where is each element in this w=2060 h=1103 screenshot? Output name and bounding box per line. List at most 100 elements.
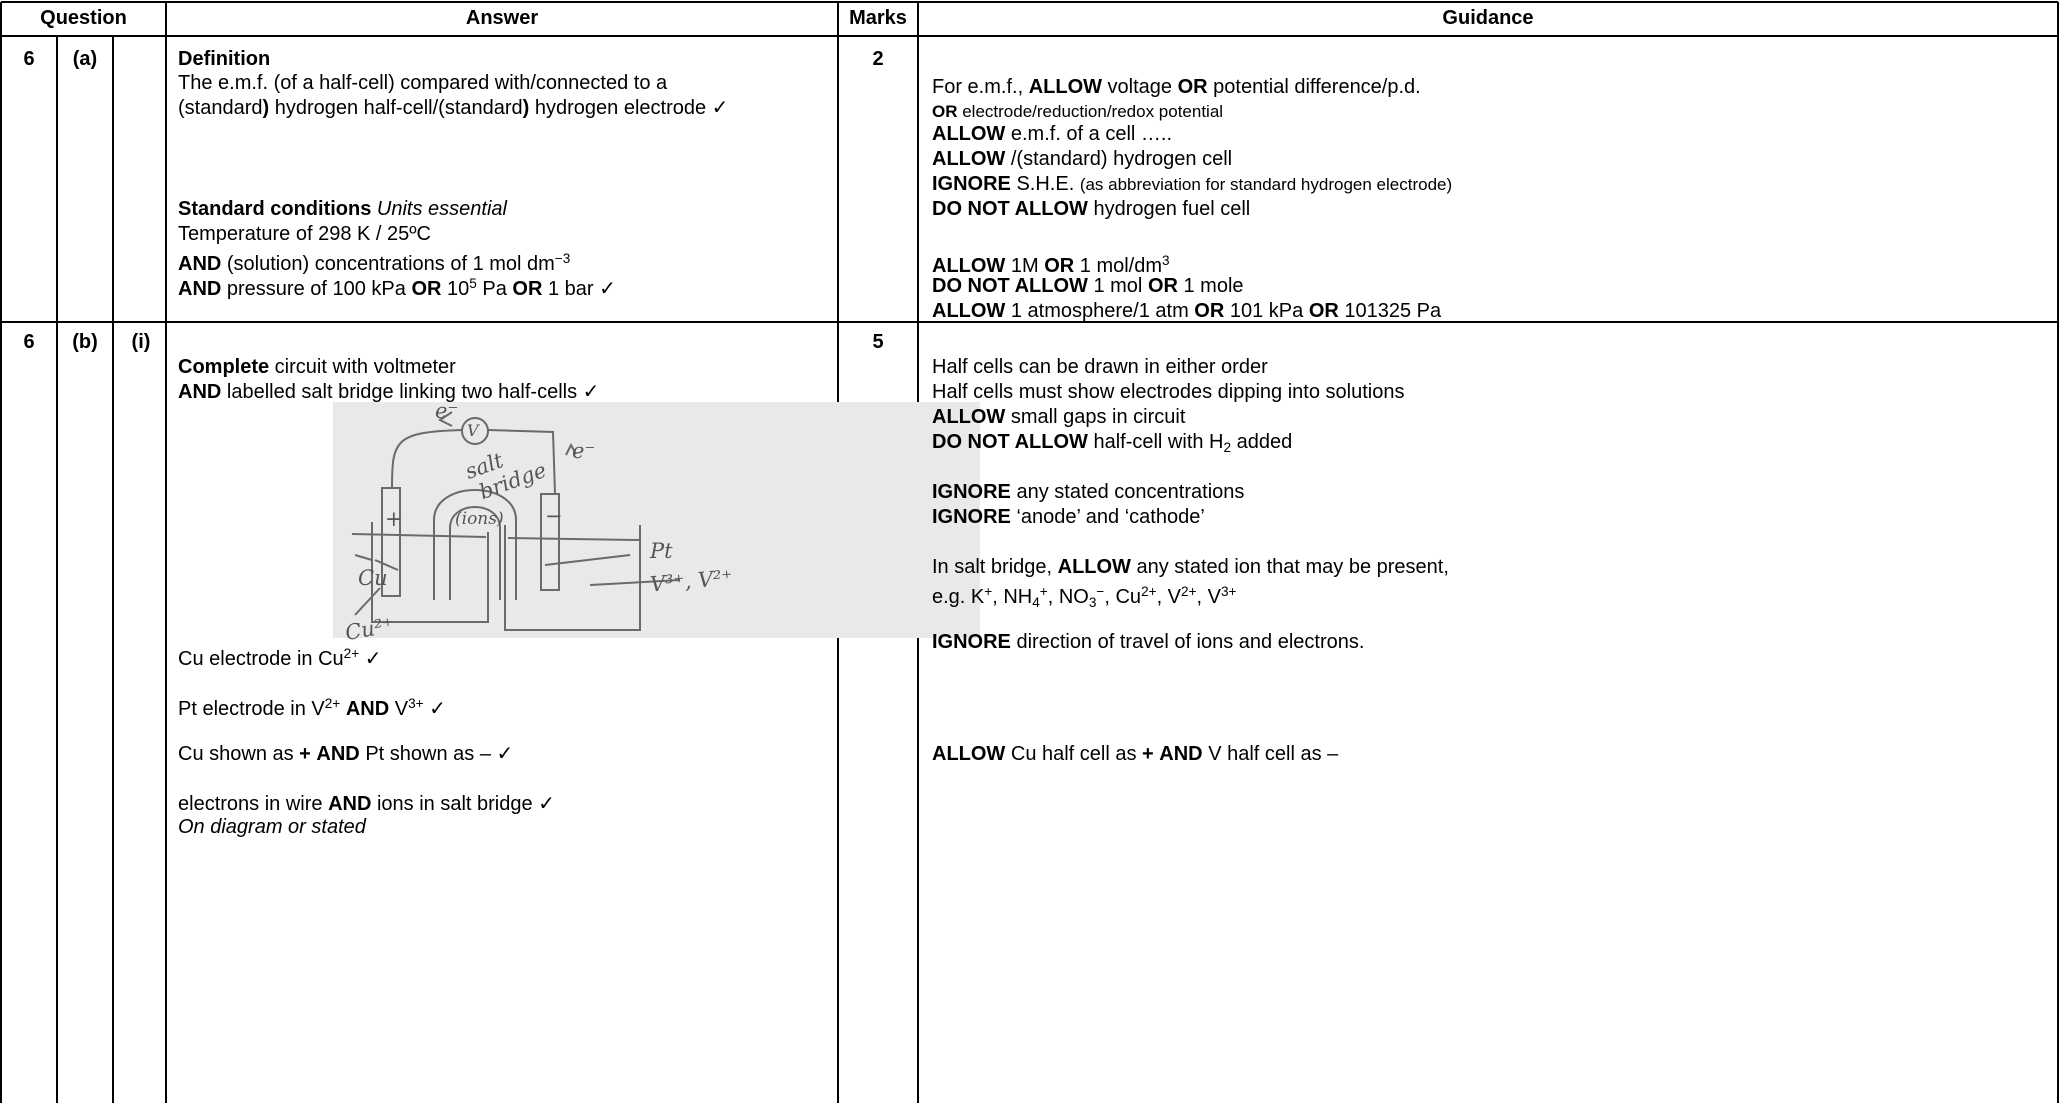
text-run: Half cells must show electrodes dipping … [932, 381, 1405, 403]
text-run: Definition [178, 48, 271, 70]
text-line: OR electrode/reduction/redox potential [932, 99, 1223, 124]
diagram-label: − [545, 504, 563, 528]
text-run: 2+ [343, 646, 360, 661]
header-cell: Marks [849, 7, 907, 29]
text-run: any stated ion that may be present, [1130, 556, 1449, 578]
header-cell: Guidance [1442, 7, 1534, 29]
text-line: Cu electrode in Cu2+ ✓ [178, 642, 381, 671]
text-line: AND pressure of 100 kPa OR 105 Pa OR 1 b… [178, 272, 616, 301]
text-run: , NH [992, 585, 1033, 608]
text-run: , Cu [1104, 585, 1142, 608]
text-run: electrons in wire [178, 793, 329, 815]
text-run: Complete [178, 356, 270, 378]
text-run: IGNORE [932, 173, 1011, 195]
text-run: hydrogen electrode ✓ [529, 97, 729, 119]
text-run: Cu shown as [178, 743, 300, 765]
text-run: ALLOW [932, 300, 1006, 322]
diagram-label: e⁻ [572, 439, 596, 463]
text-run: (solution) concentrations of 1 mol dm [221, 252, 555, 275]
diagram-label: (ions) [455, 509, 504, 529]
text-run: Temperature of 298 K / 25ºC [178, 223, 431, 245]
text-line: IGNORE ‘anode’ and ‘cathode’ [932, 505, 1205, 529]
header-cell: Answer [465, 7, 539, 29]
text-run: OR [411, 277, 442, 300]
question-label: 6 [23, 331, 35, 353]
text-line: ALLOW 1M OR 1 mol/dm3 [932, 249, 1170, 278]
text-line: ALLOW small gaps in circuit [932, 405, 1185, 429]
text-run: ) [262, 97, 270, 119]
text-run: − [1096, 584, 1105, 599]
text-line: AND (solution) concentrations of 1 mol d… [178, 247, 570, 276]
text-run: + [1039, 584, 1048, 599]
text-run: OR [1308, 300, 1339, 322]
text-run: 1 atmosphere/1 atm [1005, 300, 1195, 322]
text-run: OR [1044, 254, 1075, 277]
text-run: Cu half cell as [1005, 743, 1143, 765]
text-run: Units essential [376, 198, 507, 220]
text-run: any stated concentrations [1010, 481, 1245, 503]
diagram-label: + [385, 507, 403, 531]
text-line: Complete circuit with voltmeter [178, 355, 456, 379]
text-run: For e.m.f., [932, 76, 1029, 98]
text-run: + [1142, 743, 1154, 765]
text-run: ALLOW [932, 123, 1006, 145]
text-run: IGNORE [932, 481, 1011, 503]
text-line: ALLOW Cu half cell as + AND V half cell … [932, 742, 1338, 766]
text-run: , V [1156, 585, 1182, 608]
text-run: 4 [1032, 594, 1040, 610]
text-run: IGNORE [932, 631, 1011, 653]
text-run: /(standard) hydrogen cell [1005, 148, 1233, 170]
text-run: V [389, 697, 409, 720]
text-run: 2+ [1181, 584, 1197, 599]
text-run: On diagram or stated [178, 816, 366, 838]
text-run: ✓ [359, 647, 382, 670]
text-line: On diagram or stated [178, 815, 366, 839]
text-run: labelled salt bridge linking two half-ce… [221, 381, 600, 403]
text-run: (as abbreviation for standard hydrogen e… [1079, 175, 1453, 194]
text-line: For e.m.f., ALLOW voltage OR potential d… [932, 75, 1421, 99]
text-line: IGNORE S.H.E. (as abbreviation for stand… [932, 172, 1452, 197]
text-line: Half cells must show electrodes dipping … [932, 380, 1404, 404]
text-line: DO NOT ALLOW hydrogen fuel cell [932, 197, 1250, 221]
text-run: 1 mol [1087, 275, 1148, 297]
text-line: ALLOW /(standard) hydrogen cell [932, 147, 1232, 171]
text-run: 2+ [1141, 584, 1157, 599]
text-run: S.H.E. [1010, 173, 1080, 195]
text-run: hydrogen fuel cell [1087, 198, 1251, 220]
text-line: Pt electrode in V2+ AND V3+ ✓ [178, 692, 446, 721]
text-line: Definition [178, 47, 270, 71]
text-run: circuit with voltmeter [269, 356, 456, 378]
text-run: 101325 Pa [1338, 300, 1442, 322]
text-run: small gaps in circuit [1005, 406, 1186, 428]
text-run: 1M [1005, 254, 1045, 277]
text-run: DO NOT ALLOW [932, 275, 1088, 297]
text-line: e.g. K+, NH4+, NO3−, Cu2+, V2+, V3+ [932, 580, 1236, 615]
text-run: OR [1194, 300, 1225, 322]
text-run: + [984, 584, 993, 599]
marks: 5 [872, 331, 884, 353]
text-run: 3 [1162, 253, 1170, 268]
text-run: electrode/reduction/redox potential [957, 102, 1224, 121]
text-line: IGNORE direction of travel of ions and e… [932, 630, 1364, 654]
text-run: ✓ [423, 697, 446, 720]
text-run: AND [1159, 743, 1203, 765]
text-run: , NO [1047, 585, 1089, 608]
text-run: 1 mol/dm [1074, 254, 1163, 277]
text-run: , V [1196, 585, 1221, 608]
text-run: AND [178, 381, 222, 403]
question-label: 6 [23, 48, 35, 70]
text-run: Half cells can be drawn in either order [932, 356, 1268, 378]
text-run: e.g. K [932, 585, 985, 608]
text-run: AND [316, 743, 360, 765]
text-run: 2 [1223, 440, 1232, 456]
text-run: Pt electrode in V [178, 697, 325, 720]
text-run: direction of travel of ions and electron… [1010, 631, 1365, 653]
text-run: OR [1177, 76, 1208, 98]
text-run: ions in salt bridge ✓ [371, 793, 555, 815]
text-run: 3 [1088, 594, 1097, 610]
text-run: ALLOW [932, 406, 1006, 428]
text-run: Cu electrode in Cu [178, 647, 344, 670]
text-line: The e.m.f. (of a half-cell) compared wit… [178, 71, 667, 95]
text-run: AND [328, 793, 372, 815]
